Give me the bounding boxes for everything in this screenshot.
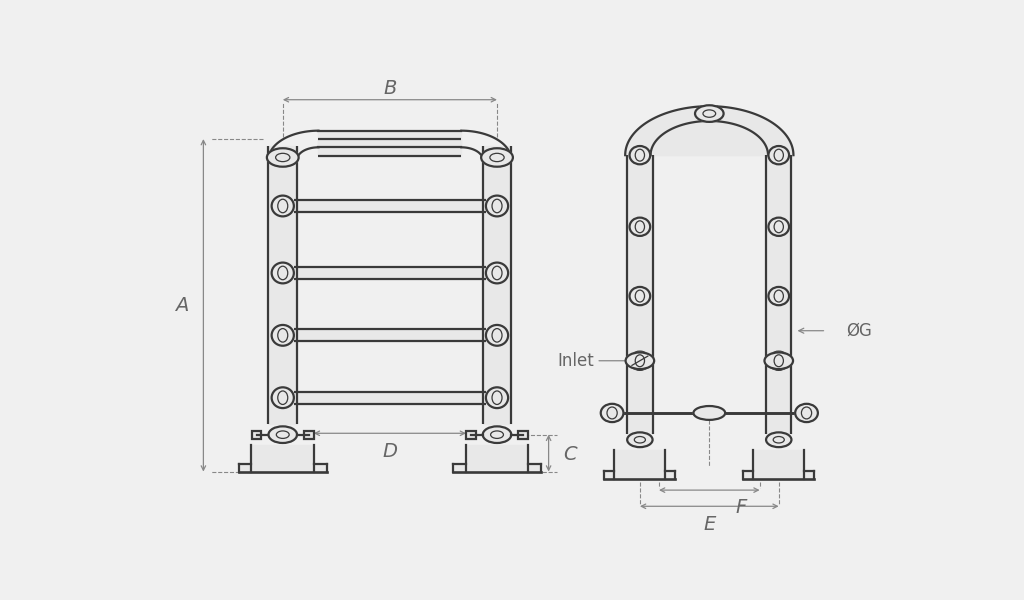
Text: A: A: [175, 296, 188, 315]
Text: E: E: [703, 515, 716, 533]
Bar: [754, 450, 804, 479]
Ellipse shape: [271, 388, 294, 408]
Bar: [466, 431, 475, 439]
Bar: [294, 392, 486, 404]
Bar: [518, 431, 528, 439]
Bar: [743, 470, 814, 479]
Circle shape: [626, 352, 654, 369]
Ellipse shape: [630, 287, 650, 305]
Bar: [627, 155, 652, 434]
Bar: [252, 431, 261, 439]
Ellipse shape: [486, 196, 508, 217]
Text: ØG: ØG: [846, 322, 872, 340]
Ellipse shape: [271, 263, 294, 283]
Circle shape: [766, 433, 792, 447]
Circle shape: [627, 433, 652, 447]
Bar: [304, 431, 313, 439]
Text: B: B: [383, 79, 396, 98]
Text: Inlet: Inlet: [557, 352, 594, 370]
Polygon shape: [318, 131, 462, 148]
Circle shape: [695, 105, 724, 122]
Bar: [614, 450, 666, 479]
Bar: [239, 464, 327, 472]
Bar: [518, 431, 528, 439]
Circle shape: [482, 427, 511, 443]
Ellipse shape: [630, 218, 650, 236]
Ellipse shape: [768, 352, 790, 370]
Bar: [251, 445, 314, 472]
Ellipse shape: [796, 404, 818, 422]
Bar: [304, 431, 313, 439]
Ellipse shape: [601, 404, 624, 422]
Ellipse shape: [486, 263, 508, 283]
Bar: [466, 445, 528, 472]
Ellipse shape: [768, 287, 790, 305]
Ellipse shape: [768, 218, 790, 236]
Ellipse shape: [630, 352, 650, 370]
Bar: [604, 470, 676, 479]
Circle shape: [267, 148, 299, 167]
Bar: [294, 200, 486, 212]
Ellipse shape: [630, 146, 650, 164]
Ellipse shape: [693, 406, 725, 420]
Bar: [294, 329, 486, 341]
Ellipse shape: [271, 196, 294, 217]
Ellipse shape: [486, 388, 508, 408]
Ellipse shape: [486, 325, 508, 346]
Bar: [482, 146, 511, 424]
Bar: [294, 267, 486, 279]
Circle shape: [268, 427, 297, 443]
Circle shape: [765, 352, 793, 369]
Bar: [252, 431, 261, 439]
Circle shape: [481, 148, 513, 167]
Text: D: D: [382, 442, 397, 461]
Bar: [766, 155, 792, 434]
Bar: [453, 464, 541, 472]
Bar: [268, 146, 297, 424]
Ellipse shape: [768, 146, 790, 164]
Ellipse shape: [271, 325, 294, 346]
Bar: [466, 431, 475, 439]
Bar: [318, 139, 461, 155]
Text: F: F: [736, 498, 748, 517]
Text: C: C: [563, 445, 577, 464]
